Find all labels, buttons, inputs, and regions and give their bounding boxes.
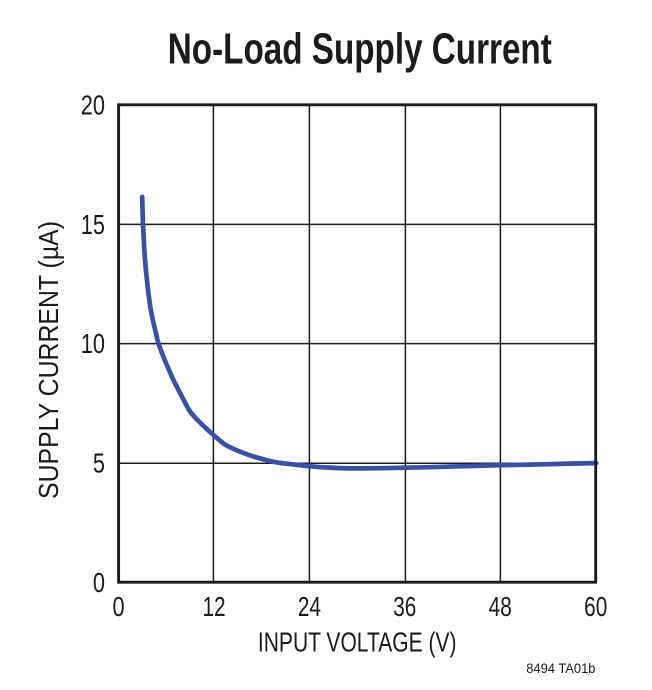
- svg-text:24: 24: [298, 591, 321, 622]
- svg-text:12: 12: [202, 591, 225, 622]
- svg-text:20: 20: [81, 89, 105, 120]
- svg-text:10: 10: [81, 328, 105, 359]
- svg-text:No-Load Supply Current: No-Load Supply Current: [168, 25, 552, 74]
- svg-text:SUPPLY CURRENT (µA): SUPPLY CURRENT (µA): [33, 221, 64, 499]
- svg-text:8494 TA01b: 8494 TA01b: [526, 660, 595, 676]
- svg-text:15: 15: [81, 209, 105, 240]
- svg-text:60: 60: [584, 591, 607, 622]
- svg-text:5: 5: [93, 448, 105, 479]
- svg-text:INPUT VOLTAGE (V): INPUT VOLTAGE (V): [258, 627, 457, 658]
- svg-text:36: 36: [393, 591, 416, 622]
- svg-text:0: 0: [93, 567, 105, 598]
- svg-text:0: 0: [113, 591, 125, 622]
- svg-text:48: 48: [489, 591, 512, 622]
